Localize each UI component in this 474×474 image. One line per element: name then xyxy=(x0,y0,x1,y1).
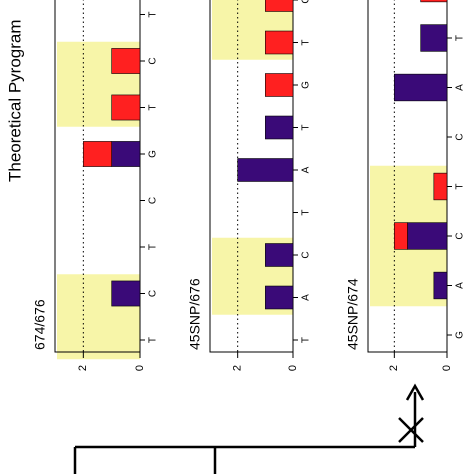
x-tick-label: C xyxy=(301,0,312,4)
bar xyxy=(407,222,448,250)
bar xyxy=(237,158,294,182)
panel-title: 45SNP/676 xyxy=(187,278,203,350)
figure-title: Theoretical Pyrogram xyxy=(5,19,24,182)
x-tick-label: A xyxy=(301,166,312,173)
bar xyxy=(265,73,294,97)
bar xyxy=(265,115,294,140)
x-tick-label: G xyxy=(455,331,466,339)
panel-title: 674/676 xyxy=(32,299,48,350)
x-tick-label: C xyxy=(148,290,159,297)
bar xyxy=(394,222,408,250)
panel-title: 45SNP/674 xyxy=(345,278,361,350)
x-tick-label: T xyxy=(148,104,159,110)
x-tick-label: T xyxy=(301,209,312,215)
x-tick-label: T xyxy=(301,124,312,130)
plot-frame xyxy=(54,0,141,353)
bar xyxy=(111,48,141,74)
y-tick-label: 2 xyxy=(232,365,244,371)
y-tick-label: 2 xyxy=(388,365,400,371)
x-tick-label: C xyxy=(301,251,312,258)
bar xyxy=(111,141,141,167)
bar xyxy=(265,30,294,55)
bar xyxy=(83,141,112,167)
bar xyxy=(433,172,448,201)
x-tick-label: T xyxy=(301,337,312,343)
x-tick-label: T xyxy=(148,244,159,250)
bar xyxy=(265,243,294,267)
bar xyxy=(420,0,448,3)
plot-frame xyxy=(367,0,448,353)
bar xyxy=(265,285,294,310)
x-tick-label: A xyxy=(455,282,466,289)
x-tick-label: A xyxy=(455,84,466,91)
x-tick-label: T xyxy=(455,35,466,41)
y-tick-label: 0 xyxy=(287,365,299,371)
x-tick-label: C xyxy=(455,232,466,239)
x-tick-label: T xyxy=(455,183,466,189)
y-tick-label: 0 xyxy=(441,365,453,371)
x-tick-label: G xyxy=(148,150,159,158)
bar xyxy=(420,24,448,52)
arrow-head xyxy=(405,383,425,401)
y-tick-label: 0 xyxy=(134,365,146,371)
cross xyxy=(398,417,424,443)
x-tick-label: T xyxy=(301,39,312,45)
y-tick-label: 2 xyxy=(77,365,89,371)
bar xyxy=(433,271,448,300)
bar xyxy=(394,73,448,102)
x-tick-label: C xyxy=(148,197,159,204)
x-tick-label: C xyxy=(455,133,466,140)
x-tick-label: T xyxy=(148,11,159,17)
x-tick-label: G xyxy=(301,81,312,89)
x-tick-label: A xyxy=(301,294,312,301)
bar xyxy=(265,0,294,12)
bar xyxy=(111,280,141,307)
x-tick-label: C xyxy=(148,57,159,64)
tree xyxy=(73,383,425,474)
bar xyxy=(111,94,141,121)
x-tick-label: T xyxy=(148,337,159,343)
